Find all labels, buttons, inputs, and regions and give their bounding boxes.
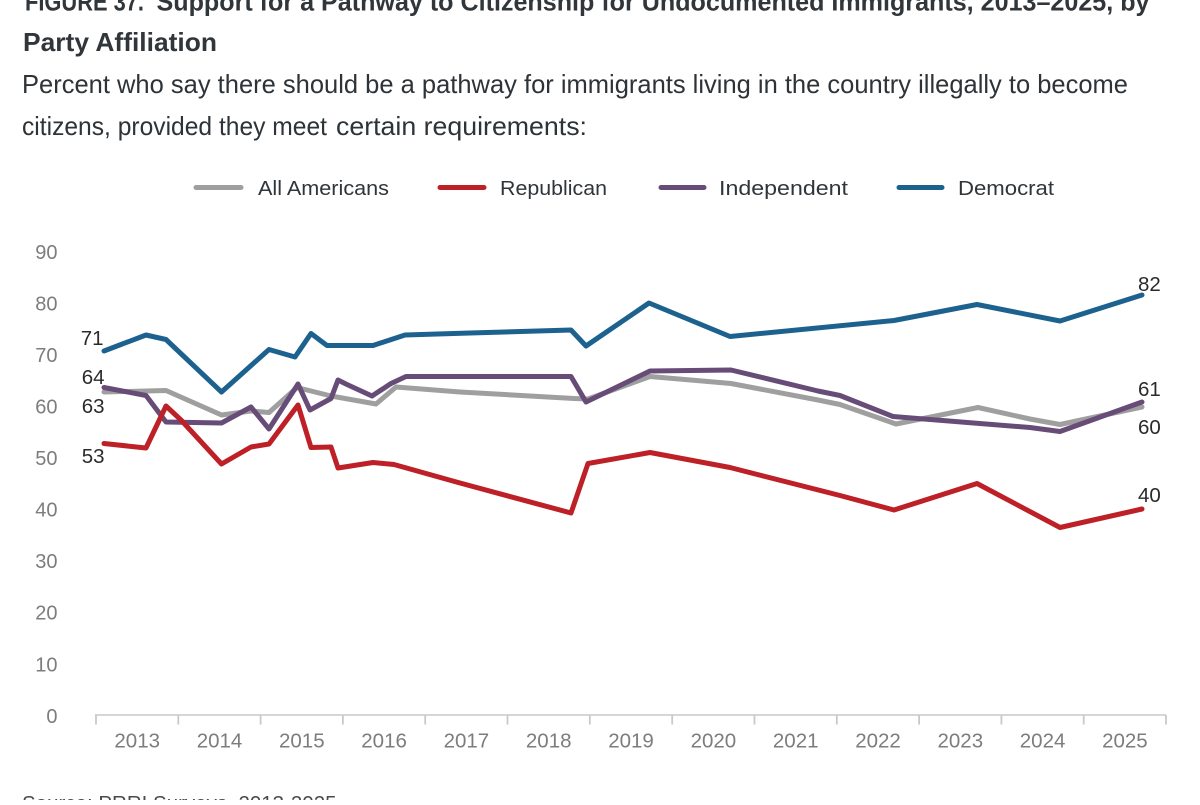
svg-text:2013: 2013 xyxy=(114,730,160,753)
svg-text:2018: 2018 xyxy=(526,730,572,753)
svg-text:61: 61 xyxy=(1138,378,1161,401)
svg-text:Democrat: Democrat xyxy=(958,177,1054,200)
svg-text:Republican: Republican xyxy=(500,177,607,200)
svg-text:2017: 2017 xyxy=(444,730,490,753)
svg-text:63: 63 xyxy=(82,395,105,418)
svg-text:2015: 2015 xyxy=(279,730,325,753)
svg-text:All Americans: All Americans xyxy=(258,177,389,200)
svg-text:80: 80 xyxy=(35,294,57,316)
svg-text:40: 40 xyxy=(1138,484,1161,507)
svg-text:82: 82 xyxy=(1138,273,1161,296)
svg-text:2019: 2019 xyxy=(608,730,654,753)
svg-text:certain requirements:: certain requirements: xyxy=(336,111,587,141)
svg-text:53: 53 xyxy=(82,445,105,468)
svg-text:2022: 2022 xyxy=(855,730,901,753)
svg-text:2020: 2020 xyxy=(691,730,737,753)
svg-text:60: 60 xyxy=(35,397,57,419)
svg-text:90: 90 xyxy=(35,242,57,264)
svg-text:0: 0 xyxy=(46,706,57,728)
svg-text:2014: 2014 xyxy=(197,730,243,753)
svg-text:Independent: Independent xyxy=(719,177,848,200)
svg-text:2025: 2025 xyxy=(1102,730,1148,753)
svg-text:Percent who say there should b: Percent who say there should be a pathwa… xyxy=(22,69,1128,99)
svg-text:2023: 2023 xyxy=(937,730,983,753)
svg-text:2024: 2024 xyxy=(1020,730,1066,753)
svg-text:Support for a Pathway to Citiz: Support for a Pathway to Citizenship for… xyxy=(157,0,1151,17)
svg-text:citizens, provided they meet: citizens, provided they meet xyxy=(22,111,328,141)
svg-text:20: 20 xyxy=(35,603,57,625)
svg-text:40: 40 xyxy=(35,500,57,522)
svg-text:10: 10 xyxy=(35,654,57,676)
svg-text:Source: PRRI Surveys, 2013-202: Source: PRRI Surveys, 2013-2025. xyxy=(22,792,342,800)
svg-text:2016: 2016 xyxy=(361,730,407,753)
svg-text:2021: 2021 xyxy=(773,730,819,753)
svg-text:50: 50 xyxy=(35,448,57,470)
svg-text:60: 60 xyxy=(1138,416,1161,439)
svg-text:70: 70 xyxy=(35,345,57,367)
svg-text:FIGURE 37.: FIGURE 37. xyxy=(25,0,144,17)
svg-text:Party Affiliation: Party Affiliation xyxy=(23,27,217,57)
svg-text:71: 71 xyxy=(81,327,104,350)
svg-text:64: 64 xyxy=(82,366,105,389)
svg-text:30: 30 xyxy=(35,551,57,573)
